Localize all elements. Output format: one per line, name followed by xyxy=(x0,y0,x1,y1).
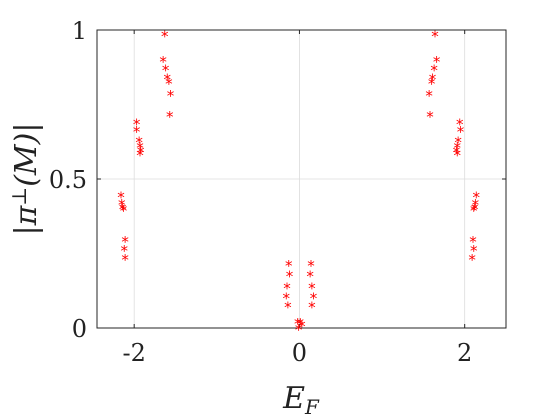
data-point: * xyxy=(454,133,462,151)
data-point: * xyxy=(472,196,480,214)
data-point: * xyxy=(117,188,125,206)
data-point: * xyxy=(136,147,144,165)
data-point: * xyxy=(166,108,174,126)
data-point: * xyxy=(431,27,439,45)
data-point: * xyxy=(121,233,129,251)
data-point: * xyxy=(308,299,316,317)
data-point: * xyxy=(433,53,441,71)
data-point: * xyxy=(426,108,434,126)
data-point: * xyxy=(165,75,173,93)
data-point: * xyxy=(294,315,302,333)
data-point: * xyxy=(159,53,167,71)
data-point: * xyxy=(283,279,291,297)
data-point: * xyxy=(310,290,318,308)
data-point: * xyxy=(308,279,316,297)
data-point: * xyxy=(298,317,306,335)
x-tick-label: -2 xyxy=(122,339,145,367)
x-tick-label: 2 xyxy=(457,339,472,367)
y-tick-label: 0 xyxy=(72,315,87,343)
x-tick-label: 0 xyxy=(292,339,307,367)
data-point: * xyxy=(136,139,144,157)
data-point: * xyxy=(468,251,476,269)
data-point: * xyxy=(430,62,438,80)
data-point: * xyxy=(282,290,290,308)
y-axis-label: |π⊥(M)| xyxy=(7,123,44,236)
data-point: * xyxy=(285,257,293,275)
data-point: * xyxy=(454,139,462,157)
data-point: * xyxy=(135,133,143,151)
data-point: * xyxy=(161,27,169,45)
data-point: * xyxy=(133,123,141,141)
data-point: * xyxy=(428,75,436,93)
data-point: * xyxy=(167,87,175,105)
data-point: * xyxy=(137,144,145,162)
data-point: * xyxy=(306,267,314,285)
data-point: * xyxy=(469,233,477,251)
data-point: * xyxy=(120,202,128,220)
data-point: * xyxy=(429,71,437,89)
data-point: * xyxy=(121,242,129,260)
data-point: * xyxy=(473,188,481,206)
data-point: * xyxy=(133,115,141,133)
data-point: * xyxy=(284,299,292,317)
data-point: * xyxy=(286,267,294,285)
data-point: * xyxy=(295,321,303,339)
data-point: * xyxy=(454,147,462,165)
x-axis-label: EF xyxy=(282,381,320,419)
data-point: * xyxy=(456,115,464,133)
y-tick-label: 0.5 xyxy=(49,166,87,194)
data-point: * xyxy=(470,242,478,260)
data-point: * xyxy=(121,251,129,269)
data-point: * xyxy=(297,315,305,333)
data-points: ****************************************… xyxy=(117,27,480,339)
ticks: -2 0 2 0 0.5 1 xyxy=(49,17,506,367)
y-tick-label: 1 xyxy=(72,17,87,45)
data-point: * xyxy=(163,71,171,89)
data-point: * xyxy=(118,196,126,214)
data-point: * xyxy=(470,202,478,220)
data-point: * xyxy=(119,200,127,218)
data-point: * xyxy=(457,123,465,141)
data-point: * xyxy=(425,87,433,105)
data-point: * xyxy=(162,62,170,80)
data-point: * xyxy=(471,200,479,218)
data-point: * xyxy=(453,144,461,162)
data-point: * xyxy=(307,257,315,275)
